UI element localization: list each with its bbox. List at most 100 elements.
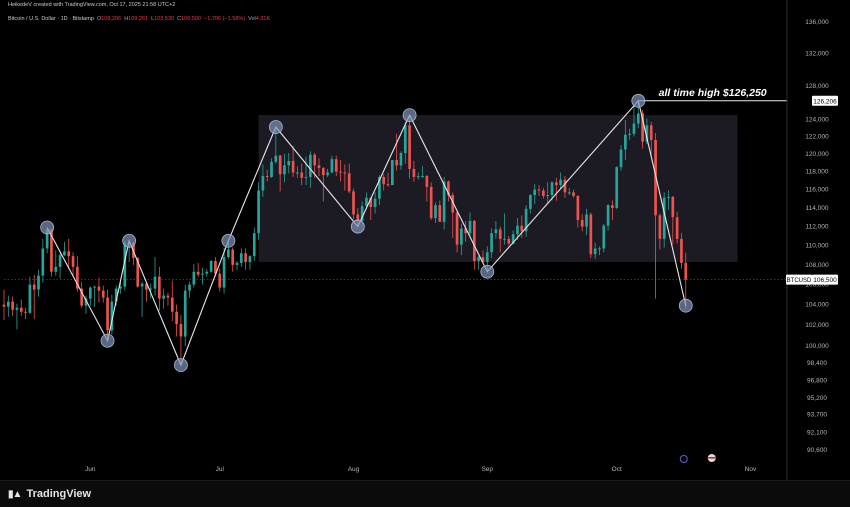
candle-body[interactable] <box>662 197 666 239</box>
candle-body[interactable] <box>37 275 40 290</box>
candle-body[interactable] <box>274 155 278 162</box>
candle-body[interactable] <box>585 214 588 227</box>
candle-body[interactable] <box>460 228 463 245</box>
pivot-circle[interactable] <box>100 333 115 348</box>
candle-body[interactable] <box>615 167 619 208</box>
candle-body[interactable] <box>196 271 200 275</box>
candle-body[interactable] <box>101 290 105 298</box>
candle-body[interactable] <box>136 258 140 287</box>
candle-body[interactable] <box>520 225 524 232</box>
candle-body[interactable] <box>434 205 437 219</box>
candle-body[interactable] <box>309 154 312 177</box>
candle-body[interactable] <box>93 286 96 288</box>
candle-body[interactable] <box>391 160 394 186</box>
candle-body[interactable] <box>641 113 644 142</box>
candle-body[interactable] <box>313 154 317 166</box>
candle-body[interactable] <box>214 260 217 274</box>
pivot-circle[interactable] <box>268 120 283 134</box>
candle-body[interactable] <box>166 295 170 298</box>
candle-body[interactable] <box>300 172 304 178</box>
candle-body[interactable] <box>201 273 204 275</box>
candle-body[interactable] <box>537 189 541 191</box>
candle-body[interactable] <box>235 262 239 265</box>
candle-body[interactable] <box>71 256 75 267</box>
candle-body[interactable] <box>684 262 688 280</box>
candle-body[interactable] <box>399 153 403 166</box>
candle-body[interactable] <box>32 284 36 290</box>
candle-body[interactable] <box>15 307 19 310</box>
candle-body[interactable] <box>369 197 373 208</box>
candle-body[interactable] <box>481 257 485 262</box>
candle-body[interactable] <box>227 249 230 258</box>
candle-body[interactable] <box>149 288 153 290</box>
candle-body[interactable] <box>153 276 157 289</box>
candle-body[interactable] <box>373 198 377 208</box>
price-chart[interactable]: 136,000 132,000 128,000 124,000 122,000 120,0… <box>0 0 850 480</box>
candle-body[interactable] <box>334 159 338 172</box>
candle-body[interactable] <box>270 161 273 177</box>
candle-body[interactable] <box>287 160 291 166</box>
candle-body[interactable] <box>447 181 450 196</box>
candle-body[interactable] <box>76 266 79 289</box>
candle-body[interactable] <box>507 238 511 244</box>
candle-body[interactable] <box>606 205 610 226</box>
candle-body[interactable] <box>58 255 62 267</box>
candle-body[interactable] <box>257 190 260 234</box>
pivot-circle[interactable] <box>122 233 137 248</box>
candle-body[interactable] <box>360 206 364 221</box>
candle-body[interactable] <box>567 192 571 194</box>
candle-body[interactable] <box>321 168 325 176</box>
candle-body[interactable] <box>114 288 118 302</box>
candle-body[interactable] <box>559 179 562 186</box>
candle-body[interactable] <box>28 284 32 313</box>
pivot-circle[interactable] <box>402 108 417 122</box>
candle-body[interactable] <box>188 284 191 291</box>
pivot-circle[interactable] <box>221 233 236 248</box>
candle-body[interactable] <box>24 311 27 313</box>
candle-body[interactable] <box>80 288 84 306</box>
candle-body[interactable] <box>455 212 459 245</box>
candle-body[interactable] <box>675 217 679 239</box>
candle-body[interactable] <box>296 172 299 174</box>
candle-body[interactable] <box>326 172 329 176</box>
candle-body[interactable] <box>516 225 519 235</box>
candle-body[interactable] <box>680 238 683 263</box>
candle-body[interactable] <box>252 233 256 257</box>
candle-body[interactable] <box>554 182 558 186</box>
candle-body[interactable] <box>658 215 662 239</box>
candle-body[interactable] <box>278 155 282 175</box>
candle-body[interactable] <box>524 208 528 232</box>
candle-body[interactable] <box>347 173 351 192</box>
pivot-circle[interactable] <box>40 220 55 235</box>
candle-body[interactable] <box>45 229 49 249</box>
candle-body[interactable] <box>412 168 416 177</box>
candle-body[interactable] <box>283 165 286 175</box>
candle-body[interactable] <box>546 195 550 197</box>
candle-body[interactable] <box>550 182 554 196</box>
candle-body[interactable] <box>244 253 247 262</box>
candle-body[interactable] <box>291 160 295 173</box>
candle-body[interactable] <box>425 176 429 187</box>
candle-body[interactable] <box>645 125 649 142</box>
candle-body[interactable] <box>222 257 226 288</box>
candle-body[interactable] <box>429 186 433 219</box>
candle-body[interactable] <box>472 220 476 261</box>
candle-body[interactable] <box>162 295 165 299</box>
candle-body[interactable] <box>106 297 109 331</box>
candle-body[interactable] <box>41 248 45 276</box>
candle-body[interactable] <box>11 301 14 310</box>
candle-body[interactable] <box>477 257 480 261</box>
candle-body[interactable] <box>231 249 235 265</box>
candle-body[interactable] <box>494 229 498 234</box>
candle-body[interactable] <box>442 181 446 222</box>
tradingview-logo[interactable]: ▮▲ TradingView <box>8 488 91 500</box>
candle-body[interactable] <box>50 229 53 272</box>
candle-body[interactable] <box>157 276 161 299</box>
candle-body[interactable] <box>179 324 183 337</box>
candle-body[interactable] <box>593 248 597 255</box>
candle-body[interactable] <box>123 243 127 287</box>
candle-body[interactable] <box>403 125 407 154</box>
candle-body[interactable] <box>416 176 420 178</box>
candle-body[interactable] <box>503 238 506 240</box>
candle-body[interactable] <box>408 125 411 169</box>
